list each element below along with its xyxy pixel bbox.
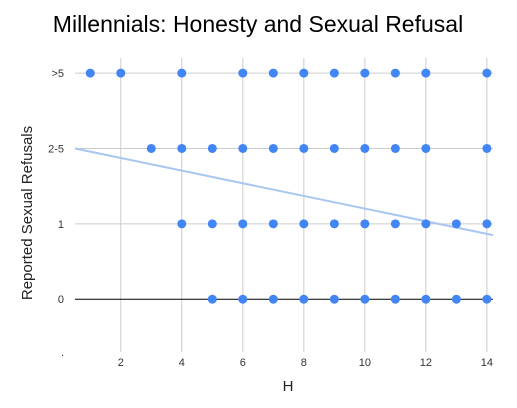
data-point-10	[482, 68, 492, 78]
data-point-32	[482, 219, 492, 229]
y-axis-title: Reported Sexual Refusals	[19, 126, 36, 300]
data-point-1	[116, 68, 126, 78]
data-point-42	[482, 294, 492, 304]
data-point-37	[329, 294, 339, 304]
y-tick-label-1: 2-5	[48, 143, 64, 155]
data-point-16	[299, 143, 309, 153]
data-point-40	[421, 294, 431, 304]
data-point-5	[299, 68, 309, 78]
data-point-2	[177, 68, 187, 78]
data-point-25	[268, 219, 278, 229]
data-point-27	[329, 219, 339, 229]
data-point-26	[299, 219, 309, 229]
y-tick-label-3: 0	[58, 294, 64, 306]
x-tick-label-4: 10	[359, 357, 371, 369]
y-tick-label-4: .	[61, 347, 64, 359]
data-point-12	[177, 143, 187, 153]
x-axis-tick-labels: 2 4 6 8 10 12 14	[118, 357, 493, 369]
data-points	[85, 68, 492, 304]
x-tick-label-6: 14	[481, 357, 493, 369]
x-tick-label-3: 8	[301, 357, 307, 369]
data-point-17	[329, 143, 339, 153]
data-point-36	[299, 294, 309, 304]
data-point-15	[268, 143, 278, 153]
data-point-13	[207, 143, 217, 153]
data-point-19	[390, 143, 400, 153]
data-point-0	[85, 68, 95, 78]
data-point-3	[238, 68, 248, 78]
data-point-9	[421, 68, 431, 78]
data-point-21	[482, 143, 492, 153]
data-point-28	[360, 219, 370, 229]
data-point-23	[207, 219, 217, 229]
y-tick-label-2: 1	[58, 219, 64, 231]
data-point-14	[238, 143, 248, 153]
data-point-39	[390, 294, 400, 304]
x-tick-label-0: 2	[118, 357, 124, 369]
vertical-gridlines	[120, 58, 488, 352]
y-axis-tick-labels: >5 2-5 1 0.	[48, 68, 64, 359]
x-tick-label-2: 6	[240, 357, 246, 369]
data-point-41	[451, 294, 461, 304]
data-point-20	[421, 143, 431, 153]
data-point-38	[360, 294, 370, 304]
data-point-34	[238, 294, 248, 304]
x-axis-title: H	[283, 378, 294, 395]
trendline	[74, 147, 494, 237]
data-point-35	[268, 294, 278, 304]
data-point-33	[207, 294, 217, 304]
data-point-7	[360, 68, 370, 78]
data-point-11	[146, 143, 156, 153]
data-point-18	[360, 143, 370, 153]
chart-title: Millennials: Honesty and Sexual Refusal	[53, 11, 463, 37]
x-tick-label-1: 4	[179, 357, 185, 369]
data-point-6	[329, 68, 339, 78]
data-point-29	[390, 219, 400, 229]
data-point-24	[238, 219, 248, 229]
data-point-8	[390, 68, 400, 78]
data-point-4	[268, 68, 278, 78]
x-tick-label-5: 12	[420, 357, 432, 369]
data-point-30	[421, 219, 431, 229]
data-point-31	[451, 219, 461, 229]
y-tick-label-0: >5	[51, 68, 64, 80]
data-point-22	[177, 219, 187, 229]
